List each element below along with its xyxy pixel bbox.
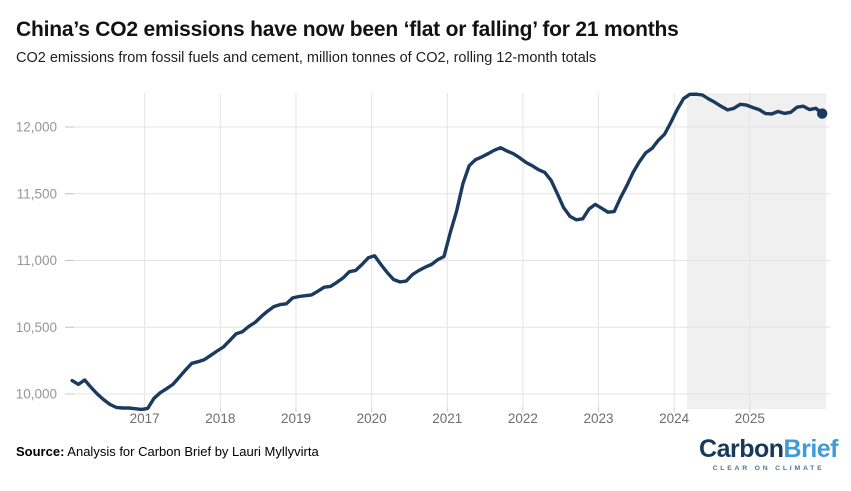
- series-end-dot: [817, 108, 828, 119]
- y-tick-label: 11,000: [17, 253, 57, 268]
- logo-tagline: CLEAR ON CLIMATE: [712, 465, 825, 472]
- source-label: Source:: [16, 444, 65, 459]
- chart-subtitle: CO2 emissions from fossil fuels and ceme…: [16, 50, 597, 66]
- x-tick-label: 2023: [584, 411, 614, 426]
- y-tick-label: 10,000: [16, 387, 57, 402]
- logo-carbon-text: Carbon: [699, 435, 784, 463]
- x-tick-label: 2017: [130, 411, 160, 426]
- chart-title: China’s CO2 emissions have now been ‘fla…: [16, 18, 679, 41]
- source-text: Analysis for Carbon Brief by Lauri Mylly…: [64, 444, 319, 459]
- y-tick-label: 12,000: [16, 120, 57, 135]
- logo-brief-text: Brief: [783, 435, 839, 463]
- x-tick-label: 2024: [659, 411, 690, 426]
- highlight-region: [687, 93, 827, 409]
- x-tick-label: 2021: [432, 411, 462, 426]
- x-tick-label: 2018: [205, 411, 235, 426]
- y-tick-label: 11,500: [17, 186, 57, 201]
- x-tick-label: 2022: [508, 411, 538, 426]
- x-tick-label: 2020: [357, 411, 387, 426]
- source-note: Source: Analysis for Carbon Brief by Lau…: [16, 444, 319, 459]
- carbonbrief-logo: CarbonBrief CLEAR ON CLIMATE: [699, 437, 838, 473]
- emissions-line: [70, 92, 824, 412]
- x-tick-label: 2019: [281, 411, 311, 426]
- carbonbrief-wordmark: CarbonBrief: [699, 437, 838, 462]
- x-tick-label: 2025: [735, 411, 765, 426]
- y-tick-label: 10,500: [16, 320, 57, 335]
